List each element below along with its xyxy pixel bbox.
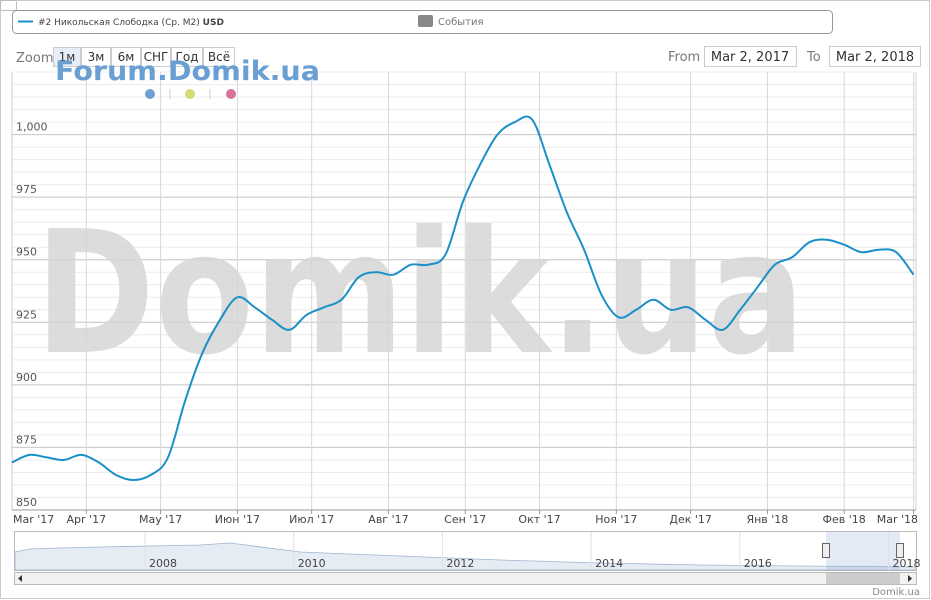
scroll-right[interactable] — [908, 575, 912, 582]
dot — [185, 89, 195, 99]
to-value: Mar 2, 2018 — [836, 50, 914, 65]
navigator-selection[interactable] — [826, 532, 900, 570]
x-tick-label: Сен '17 — [444, 513, 486, 526]
x-tick-label: Июл '17 — [289, 513, 334, 526]
navigator-years: 2008 2010 2012 2014 2016 2018 — [144, 532, 921, 570]
dot — [226, 89, 236, 99]
series-layer — [11, 115, 915, 482]
y-tick-label: 850 — [16, 496, 37, 509]
y-tick-label: 975 — [16, 183, 37, 196]
zoom-button-label: 1м — [59, 50, 76, 64]
y-tick-label: 950 — [16, 246, 37, 259]
x-tick-label: Янв '18 — [746, 513, 788, 526]
navigator-year: 2016 — [744, 557, 772, 570]
zoom-button[interactable] — [111, 47, 141, 67]
zoom-button-label: СНГ — [144, 50, 169, 64]
plot-area: 850 875 900 925 950 975 1,000 Mar '17 Apr '17 May… — [11, 71, 918, 526]
navigator-area — [14, 542, 917, 571]
zoom-buttons: 1м 3м 6м СНГ Год Всё — [53, 47, 235, 67]
x-tick-label: Июн '17 — [215, 513, 260, 526]
legend-unit: USD — [203, 18, 224, 28]
x-tick-label: May '17 — [139, 513, 182, 526]
legend-series-name: #2 Никольская Слободка (Ср. М2) — [38, 18, 200, 28]
zoom-button[interactable] — [141, 47, 171, 67]
y-tick-label: 1,000 — [16, 121, 48, 134]
navigator-year: 2008 — [149, 557, 177, 570]
legend-entry[interactable]: #2 Никольская Слободка (Ср. М2) USD — [38, 18, 224, 28]
x-tick-label: Авг '17 — [368, 513, 408, 526]
x-tick-label: Дек '17 — [669, 513, 712, 526]
navigator-year: 2012 — [446, 557, 474, 570]
x-tick-label: Mar '17 — [13, 513, 54, 526]
from-value: Mar 2, 2017 — [711, 50, 789, 65]
zoom-button[interactable] — [171, 47, 203, 67]
scroll-left[interactable] — [18, 575, 22, 582]
zoom-button[interactable] — [81, 47, 111, 67]
from-input[interactable] — [704, 46, 797, 67]
navigator-year: 2018 — [893, 557, 921, 570]
navigator-handle[interactable] — [896, 543, 904, 558]
zoom-button-label: 6м — [118, 50, 135, 64]
watermark-large: Domik.ua — [35, 195, 805, 393]
zoom-button-label: Год — [176, 50, 199, 64]
y-tick-label: 925 — [16, 308, 37, 321]
to-input[interactable] — [829, 46, 921, 67]
scrollbar — [14, 572, 917, 585]
series-line — [11, 115, 915, 482]
navigator-handle[interactable] — [822, 543, 830, 558]
scrollbar-thumb[interactable] — [826, 573, 900, 584]
watermark-small: Forum.Domik.ua — [55, 56, 320, 87]
y-tick-label: 875 — [16, 433, 37, 446]
events-legend[interactable]: События — [438, 17, 484, 28]
x-tick-label: Окт '17 — [518, 513, 560, 526]
x-tick-label: Mar '18 — [877, 513, 918, 526]
to-label: To — [806, 50, 821, 65]
from-label: From — [668, 50, 700, 65]
zoom-button-label: Всё — [208, 50, 230, 64]
zoom-button-label: 3м — [88, 50, 105, 64]
zoom-button[interactable] — [53, 47, 81, 67]
navigator-year: 2010 — [298, 557, 326, 570]
y-tick-label: 900 — [16, 371, 37, 384]
x-tick-label: Фев '18 — [823, 513, 866, 526]
credit: Domik.ua — [872, 587, 920, 598]
corner-box — [0, 0, 17, 11]
zoom-label: Zoom — [16, 51, 53, 66]
x-tick-label: Ноя '17 — [595, 513, 637, 526]
x-tick-label: Apr '17 — [67, 513, 107, 526]
navigator-year: 2014 — [595, 557, 623, 570]
dot — [145, 89, 155, 99]
events-symbol — [418, 15, 433, 27]
zoom-button[interactable] — [203, 47, 235, 67]
